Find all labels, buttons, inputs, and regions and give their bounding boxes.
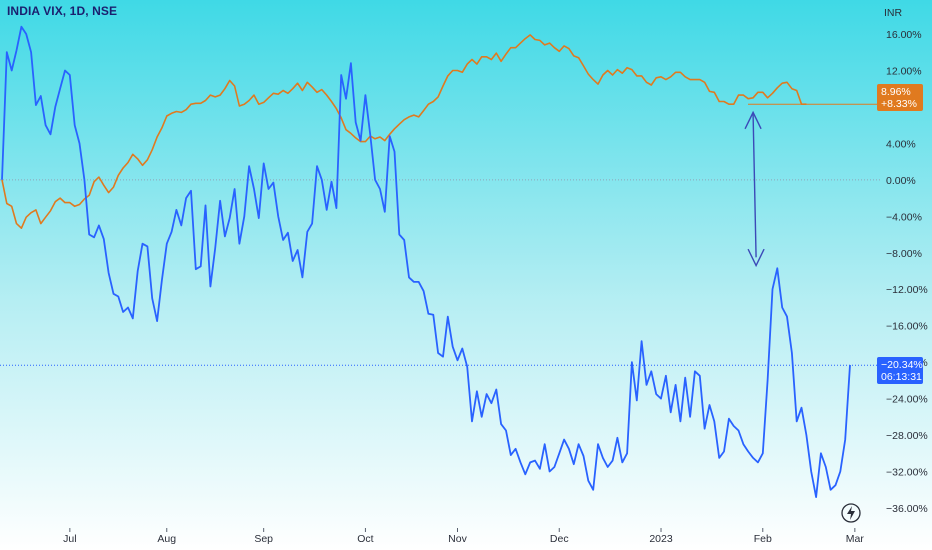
compare-badge-bg: [877, 84, 923, 111]
measure-arrow-head-top: [744, 110, 762, 130]
y-tick-label: 0.00%: [886, 175, 916, 187]
measure-arrow-shaft: [752, 114, 757, 258]
measure-arrow-head-bottom: [747, 248, 765, 268]
vix-badge-bg: [877, 357, 923, 384]
y-tick-label: −4.00%: [886, 211, 922, 223]
compare-badge-text: 8.96%: [881, 86, 911, 98]
x-tick-label: 2023: [649, 533, 673, 545]
x-tick-label: Sep: [254, 533, 273, 545]
x-tick-label: Feb: [754, 533, 772, 545]
y-tick-label: 16.00%: [886, 29, 922, 41]
price-axis-unit: INR: [884, 7, 903, 19]
x-tick-label: Dec: [550, 533, 569, 545]
y-tick-label: 12.00%: [886, 65, 922, 77]
series-layer: [1, 25, 851, 498]
price-axis: 16.00%12.00%8.00%4.00%0.00%−4.00%−8.00%−…: [886, 29, 928, 515]
x-tick-label: Nov: [448, 533, 467, 545]
chart-legend-title: INDIA VIX, 1D, NSE: [7, 4, 118, 18]
y-tick-label: 4.00%: [886, 138, 916, 150]
reference-lines: [0, 103, 880, 366]
x-tick-label: Jul: [63, 533, 76, 545]
y-tick-label: −32.00%: [886, 467, 928, 479]
lightning-icon[interactable]: [841, 503, 861, 523]
vix-badge-text: 06:13:31: [881, 371, 922, 383]
series-line-vix: [1, 25, 851, 498]
price-badges: 8.96%+8.33% −20.34%06:13:31: [877, 84, 923, 384]
x-tick-label: Aug: [157, 533, 176, 545]
series-line-compare: [1, 34, 807, 229]
y-tick-label: −36.00%: [886, 503, 928, 515]
x-tick-label: Oct: [357, 533, 373, 545]
y-tick-label: −24.00%: [886, 394, 928, 406]
x-tick-label: Mar: [846, 533, 865, 545]
y-tick-label: −16.00%: [886, 321, 928, 333]
vix-badge-text: −20.34%: [881, 359, 923, 371]
y-tick-label: −12.00%: [886, 284, 928, 296]
compare-badge-text: +8.33%: [881, 98, 917, 110]
y-tick-label: −28.00%: [886, 430, 928, 442]
y-tick-label: −8.00%: [886, 248, 922, 260]
time-axis: Jul Aug Sep Oct Nov Dec 2023 Feb Mar: [63, 528, 864, 545]
